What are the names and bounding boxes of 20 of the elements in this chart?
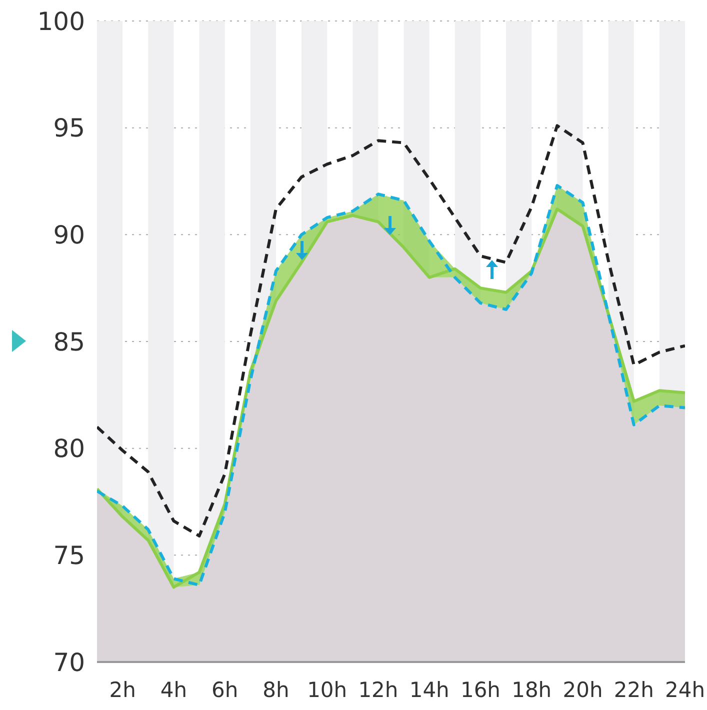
y-tick-label: 90 bbox=[53, 220, 85, 250]
y-tick-label: 70 bbox=[53, 648, 85, 677]
line-series bbox=[97, 124, 685, 538]
x-tick-label: 24h bbox=[664, 678, 706, 702]
x-tick-label: 10h bbox=[307, 678, 348, 702]
y-tick-label: 85 bbox=[53, 327, 85, 356]
y-tick-label: 100 bbox=[37, 6, 85, 36]
x-tick-label: 16h bbox=[460, 678, 500, 702]
x-tick-label: 18h bbox=[512, 678, 552, 702]
x-tick-label: 20h bbox=[562, 678, 603, 702]
x-tick-label: 12h bbox=[358, 678, 398, 702]
x-tick-label: 4h bbox=[160, 678, 188, 702]
y-tick-label: 80 bbox=[53, 434, 85, 464]
x-tick-label: 14h bbox=[409, 678, 450, 702]
y-tick-label: 95 bbox=[53, 114, 85, 143]
x-tick-label: 22h bbox=[614, 678, 654, 702]
x-tick-label: 2h bbox=[109, 678, 136, 702]
x-tick-label: 6h bbox=[211, 678, 238, 702]
x-tick-label: 8h bbox=[262, 678, 290, 702]
y-tick-label: 75 bbox=[53, 541, 85, 570]
